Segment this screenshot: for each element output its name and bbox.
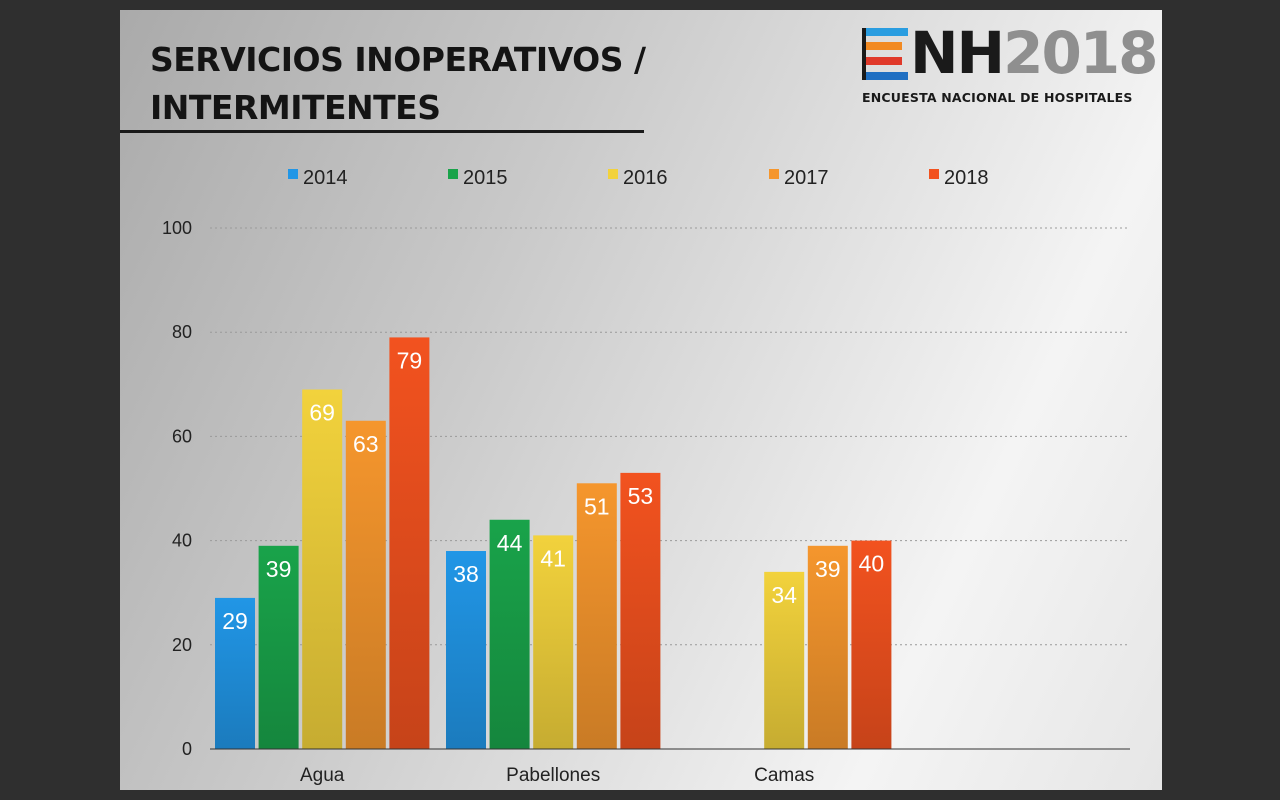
grid-lines: [210, 227, 1130, 646]
title-line-2: INTERMITENTES: [150, 88, 441, 127]
data-label: 40: [859, 551, 885, 577]
data-label: 39: [266, 556, 292, 582]
legend-label: 2015: [463, 167, 508, 189]
bar-pabellones-2014: [446, 551, 486, 749]
data-label: 51: [584, 493, 610, 519]
bar-agua-2014: [215, 597, 255, 749]
title-line-1: SERVICIOS INOPERATIVOS /: [150, 40, 646, 79]
bar-pabellones-2016: [533, 535, 574, 749]
y-tick-label: 40: [172, 531, 192, 551]
y-tick-label: 100: [162, 218, 192, 238]
bar-camas-2016: [764, 571, 805, 749]
bar-pabellones-2017: [576, 483, 617, 749]
y-tick-label: 0: [182, 739, 192, 759]
data-label: 38: [453, 561, 479, 587]
data-label: 29: [222, 608, 248, 634]
legend-label: 2017: [784, 167, 829, 189]
legend-swatch: [288, 169, 298, 179]
x-axis-ticks: Agua Pabellones Camas: [300, 765, 814, 786]
data-label: 79: [397, 347, 423, 373]
data-label: 41: [540, 545, 566, 571]
x-tick-label: Pabellones: [506, 765, 600, 786]
legend-swatch: [929, 169, 939, 179]
y-tick-label: 20: [172, 635, 192, 655]
legend-swatch: [608, 169, 618, 179]
data-label: 63: [353, 431, 379, 457]
bar-agua-2016: [302, 389, 343, 749]
bar-agua-2018: [389, 337, 430, 749]
data-label: 34: [771, 582, 797, 608]
logo-subtitle: ENCUESTA NACIONAL DE HOSPITALES: [862, 90, 1133, 105]
data-labels: 29 39 69 63 79 38 44 41 51 53 34 39 40: [222, 347, 884, 633]
legend-label: 2016: [623, 167, 668, 189]
x-tick-label: Agua: [300, 765, 345, 786]
logo-year: 2018: [1003, 19, 1158, 87]
logo-letters: NH: [910, 19, 1005, 87]
slide-title: SERVICIOS INOPERATIVOS / INTERMITENTES: [150, 36, 710, 132]
bar-agua-2017: [345, 420, 386, 749]
legend-swatch: [448, 169, 458, 179]
y-tick-label: 80: [172, 322, 192, 342]
enh-logo: NH2018 ENCUESTA NACIONAL DE HOSPITALES: [862, 19, 1159, 110]
bar-camas-2018: [851, 540, 892, 749]
bar-pabellones-2018: [620, 472, 661, 749]
bar-agua-2015: [258, 545, 299, 749]
data-label: 44: [497, 530, 523, 556]
legend-label: 2018: [944, 167, 989, 189]
legend: 2014 2015 2016 2017 2018: [288, 167, 989, 189]
data-label: 69: [309, 400, 335, 426]
y-tick-label: 60: [172, 426, 192, 446]
logo-e-mark-icon: [862, 28, 908, 80]
data-label: 53: [628, 483, 654, 509]
y-axis-ticks: 0 20 40 60 80 100: [162, 218, 192, 759]
title-underline: [120, 130, 644, 133]
logo-wordmark: NH2018: [910, 18, 1159, 88]
data-label: 39: [815, 556, 841, 582]
legend-label: 2014: [303, 167, 348, 189]
x-tick-label: Camas: [754, 765, 814, 786]
bar-pabellones-2015: [489, 519, 530, 749]
legend-swatch: [769, 169, 779, 179]
bar-camas-2017: [807, 545, 848, 749]
bars: [215, 337, 892, 749]
